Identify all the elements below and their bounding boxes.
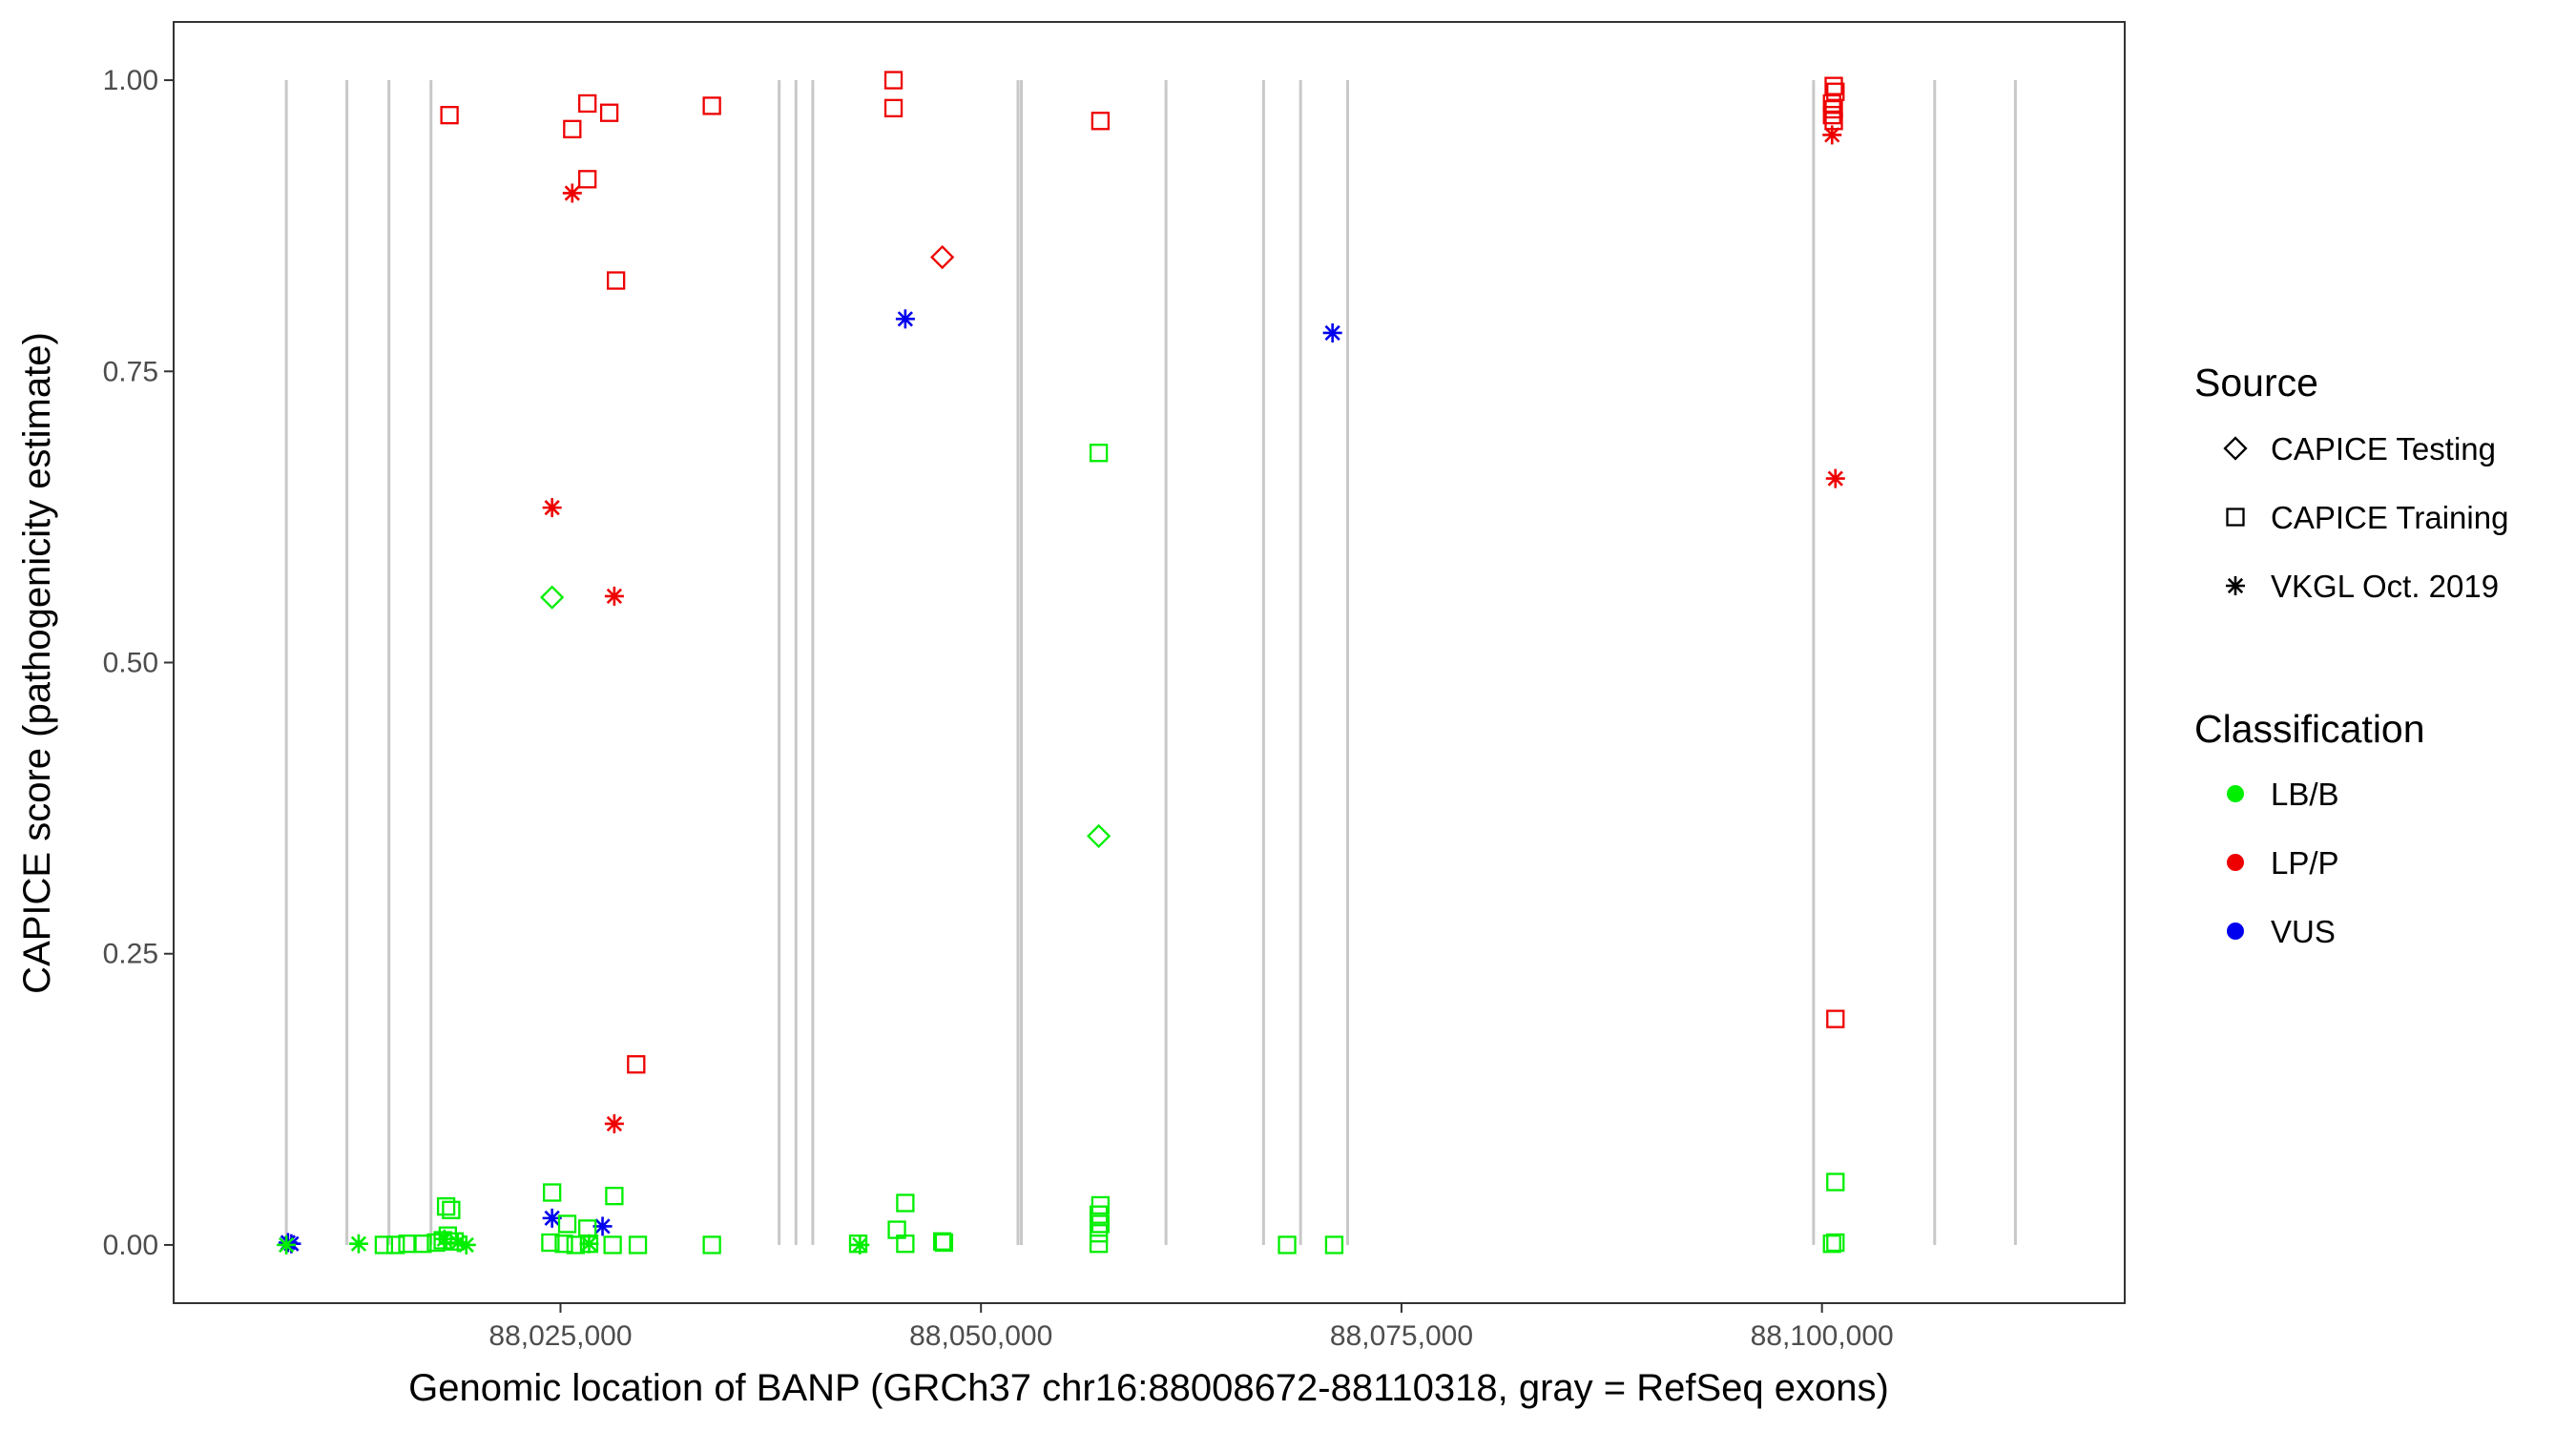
data-point: [578, 170, 597, 189]
data-point: [1322, 322, 1342, 342]
legend: Source CAPICE Testing CAPICE Training VKGL …: [2194, 361, 2508, 949]
x-tick-label: 88,100,000: [1751, 1320, 1894, 1352]
legend-key-asterisk: [2226, 576, 2245, 595]
data-point: [540, 585, 565, 610]
data-point: [1826, 1009, 1845, 1028]
legend-label-classification: LB/B: [2271, 777, 2339, 812]
data-point: [850, 1234, 870, 1255]
legend-key-dot: [2227, 854, 2244, 871]
legend-key-diamond: [2223, 436, 2248, 461]
data-point: [1826, 82, 1845, 101]
data-point: [436, 1197, 456, 1216]
data-point: [628, 1235, 648, 1255]
legend-key-square: [2226, 508, 2245, 527]
data-point: [933, 1232, 952, 1251]
data-points: [277, 71, 1845, 1255]
data-point: [934, 1233, 954, 1253]
data-point: [1824, 76, 1843, 95]
data-point: [398, 1234, 417, 1254]
data-point: [1824, 112, 1843, 131]
legend-key-dot: [2227, 923, 2244, 940]
data-point: [554, 1234, 573, 1254]
data-point: [579, 1234, 599, 1254]
data-point: [578, 93, 597, 114]
data-point: [277, 1234, 297, 1255]
data-point: [386, 1235, 405, 1255]
data-point: [896, 1193, 915, 1213]
data-point: [1091, 1214, 1111, 1234]
legend-label-classification: LP/P: [2271, 845, 2339, 881]
legend-label-source: CAPICE Testing: [2271, 431, 2496, 467]
data-point: [1089, 444, 1109, 463]
data-point: [930, 244, 955, 270]
data-point: [440, 106, 459, 125]
data-point: [562, 183, 582, 203]
data-point: [1822, 125, 1842, 145]
y-axis: 0.00 0.25 0.50 0.75 1.00: [103, 65, 174, 1261]
data-point: [1086, 823, 1111, 849]
legend-label-source: VKGL Oct. 2019: [2271, 569, 2499, 604]
data-point: [543, 1183, 562, 1202]
data-point: [599, 103, 619, 122]
exon-lines: [284, 80, 2017, 1245]
data-point: [1089, 1234, 1109, 1254]
y-tick-label: 1.00: [103, 65, 158, 96]
data-point: [896, 1234, 915, 1254]
y-tick-label: 0.25: [103, 939, 158, 970]
legend-label-source: CAPICE Training: [2271, 500, 2508, 535]
data-point: [1826, 1172, 1845, 1192]
x-tick-label: 88,075,000: [1330, 1320, 1473, 1352]
data-point: [604, 586, 624, 606]
x-tick-label: 88,025,000: [488, 1320, 632, 1352]
x-axis-title: Genomic location of BANP (GRCh37 chr16:8…: [408, 1367, 1889, 1409]
data-point: [604, 1113, 624, 1133]
data-point: [1825, 468, 1845, 488]
x-axis: 88,025,000 88,050,000 88,075,000 88,100,000: [488, 1303, 1894, 1352]
data-point: [702, 96, 721, 115]
data-point: [1091, 1195, 1111, 1215]
data-point: [895, 309, 915, 329]
data-point: [456, 1234, 476, 1255]
y-axis-title: CAPICE score (pathogenicity estimate): [16, 332, 58, 994]
data-point: [413, 1234, 432, 1254]
legend-title-source: Source: [2194, 361, 2318, 404]
legend-key-dot: [2227, 785, 2244, 802]
legend-title-classification: Classification: [2194, 707, 2425, 751]
data-point: [1324, 1235, 1344, 1255]
y-tick-label: 0.75: [103, 356, 158, 387]
data-point: [578, 1219, 597, 1238]
data-point: [1826, 1233, 1845, 1253]
data-point: [603, 1235, 622, 1255]
data-point: [1822, 106, 1841, 125]
data-point: [627, 1055, 646, 1074]
data-point: [542, 498, 562, 518]
data-point: [1089, 1224, 1109, 1243]
data-point: [607, 271, 626, 290]
data-point: [1278, 1235, 1297, 1255]
data-point: [1089, 1205, 1109, 1224]
y-tick-label: 0.50: [103, 648, 158, 679]
data-point: [563, 119, 582, 138]
data-point: [1091, 112, 1111, 131]
data-point: [442, 1200, 461, 1219]
data-point: [434, 1229, 454, 1249]
data-point: [542, 1208, 562, 1228]
data-point: [605, 1187, 624, 1206]
data-point: [702, 1235, 721, 1255]
data-point: [883, 98, 904, 117]
legend-label-classification: VUS: [2271, 914, 2336, 949]
data-point: [1824, 99, 1843, 119]
data-point: [1822, 93, 1841, 114]
data-point: [883, 71, 904, 90]
data-point: [541, 1233, 560, 1253]
plot-panel-border: [173, 21, 2126, 1304]
data-point: [348, 1234, 368, 1254]
data-point: [557, 1214, 577, 1234]
x-tick-label: 88,050,000: [909, 1320, 1052, 1352]
y-tick-label: 0.00: [103, 1230, 158, 1261]
data-point: [1822, 1234, 1841, 1254]
data-point: [374, 1235, 394, 1255]
